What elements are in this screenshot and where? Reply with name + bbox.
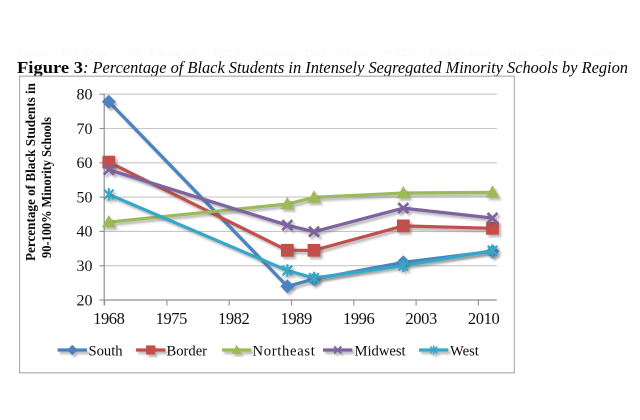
svg-text:U.S. Dept.: U.S. Dept.	[62, 47, 109, 59]
svg-text:Figure 3: Figure 3	[17, 58, 83, 77]
svg-text:2003: 2003	[405, 309, 437, 328]
svg-text:1996: 1996	[343, 309, 375, 328]
svg-text:Education,: Education,	[150, 47, 198, 59]
svg-text:60: 60	[77, 155, 93, 172]
svg-text:20: 20	[77, 292, 93, 309]
svg-text:Source:: Source:	[18, 47, 52, 59]
svg-text:1975: 1975	[156, 309, 188, 328]
svg-text:90-100% Minority Schools: 90-100% Minority Schools	[39, 117, 54, 258]
svg-text:NCES: NCES	[213, 47, 241, 59]
svg-text:of Data: of Data	[335, 47, 368, 59]
svg-text:Midwest: Midwest	[355, 344, 406, 360]
svg-text:Core: Core	[305, 47, 327, 59]
svg-text:80: 80	[77, 87, 93, 104]
svg-text:Northeast: Northeast	[253, 344, 316, 360]
svg-text:2011-12: 2011-12	[540, 47, 576, 59]
svg-text:1982: 1982	[218, 309, 250, 328]
svg-text:of: of	[130, 47, 140, 59]
svg-text:(CCD),: (CCD),	[385, 47, 418, 59]
svg-text:South: South	[89, 344, 124, 360]
svg-text:Border: Border	[167, 344, 208, 360]
svg-text:West: West	[450, 344, 479, 360]
svg-text:Public school: Public school	[430, 47, 490, 59]
svg-text:70: 70	[77, 121, 93, 138]
svg-text:series: series	[592, 47, 617, 59]
svg-text:2010: 2010	[468, 309, 500, 328]
svg-text:30: 30	[77, 258, 93, 275]
svg-text:1989: 1989	[280, 309, 312, 328]
svg-text:50: 50	[77, 189, 93, 206]
svg-text:Common: Common	[255, 47, 296, 59]
svg-text:40: 40	[77, 224, 93, 241]
svg-text:data: data	[510, 47, 528, 59]
svg-text:1968: 1968	[93, 309, 125, 328]
svg-text:Percentage of Black Students i: Percentage of Black Students in	[23, 83, 38, 261]
svg-text:: Percentage of Black Students: : Percentage of Black Students in Intens…	[83, 58, 628, 77]
